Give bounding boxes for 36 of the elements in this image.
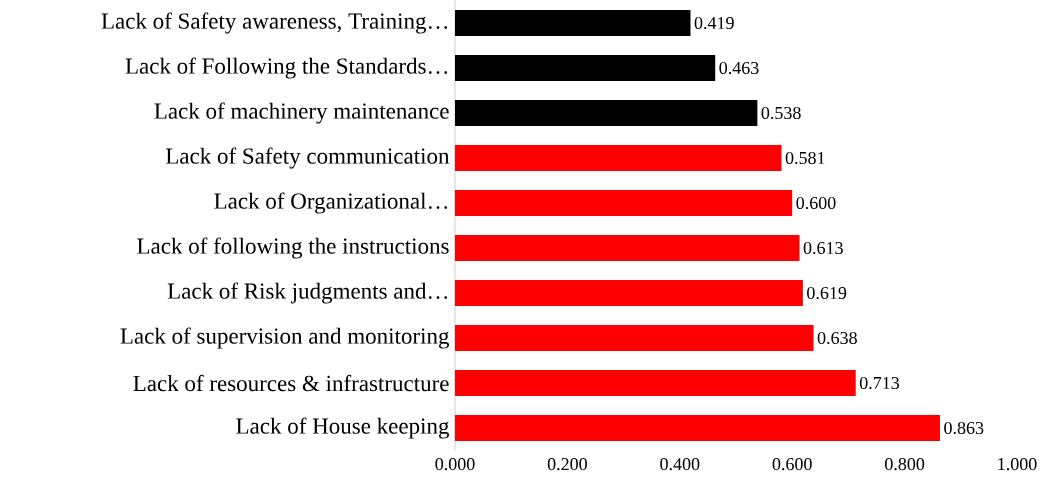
data-label: 0.419 [694,16,734,29]
bar [455,414,941,441]
bar [455,9,691,36]
y-tick-label: Lack of Risk judgments and… [167,282,448,304]
y-tick-label: Lack of machinery maintenance [154,102,449,124]
bar [455,369,856,396]
bar [455,324,814,351]
data-label: 0.613 [803,241,843,254]
y-tick-label: Lack of supervision and monitoring [120,327,450,349]
y-tick-label: Lack of following the instructions [137,237,449,259]
bar [455,279,803,306]
data-label: 0.619 [807,286,847,299]
data-label: 0.638 [817,331,857,344]
data-label: 0.600 [796,196,836,209]
bar [455,144,782,171]
bar [455,189,793,216]
data-label: 0.463 [719,61,759,74]
x-tick-label: 0.000 [435,457,475,470]
y-tick-label: Lack of Safety communication [165,147,450,169]
bar [455,99,758,126]
x-tick-label: 0.400 [660,457,700,470]
y-tick-label: Lack of Organizational… [214,192,448,214]
data-label: 0.713 [859,376,900,389]
bar [455,54,716,81]
y-tick-label: Lack of House keeping [236,417,450,439]
x-tick-label: 0.800 [885,457,925,470]
data-label: 0.581 [785,151,825,164]
x-tick-label: 1.000 [998,457,1037,470]
y-tick-label: Lack of resources & infrastructure [133,374,449,391]
x-tick-label: 0.600 [772,457,812,470]
bar [455,234,800,261]
data-label: 0.863 [944,421,984,434]
y-tick-label: Lack of Safety awareness, Training… [101,12,448,34]
y-tick-label: Lack of Following the Standards… [125,57,448,79]
data-label: 0.538 [761,106,801,119]
x-tick-label: 0.200 [547,457,587,470]
